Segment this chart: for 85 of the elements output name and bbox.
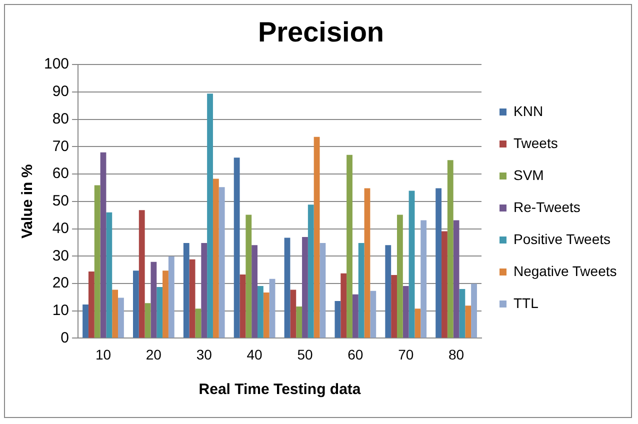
bar bbox=[391, 275, 397, 338]
bar bbox=[340, 273, 347, 338]
bar bbox=[385, 245, 392, 338]
bar bbox=[269, 278, 276, 338]
bar bbox=[346, 154, 352, 338]
bar bbox=[308, 204, 314, 338]
bar bbox=[465, 306, 472, 338]
x-tick-label: 10 bbox=[95, 346, 112, 362]
bar bbox=[82, 304, 88, 338]
bar bbox=[320, 242, 326, 338]
bar bbox=[106, 212, 112, 338]
x-tick-label: 40 bbox=[246, 346, 263, 362]
bar bbox=[168, 256, 174, 338]
y-tick-label: 0 bbox=[60, 329, 70, 346]
y-axis-title: Value in % bbox=[19, 164, 36, 238]
bar bbox=[240, 274, 246, 338]
bar bbox=[258, 286, 264, 338]
legend-label: SVM bbox=[514, 166, 544, 183]
bar bbox=[442, 231, 448, 338]
y-tick-label: 70 bbox=[52, 138, 70, 155]
bar bbox=[189, 259, 196, 338]
legend-label: Positive Tweets bbox=[514, 230, 611, 247]
bar bbox=[195, 308, 202, 338]
bar bbox=[218, 187, 225, 338]
bar bbox=[138, 210, 145, 338]
bar bbox=[447, 160, 454, 338]
bar bbox=[370, 290, 376, 338]
y-tick-label: 90 bbox=[52, 83, 70, 100]
legend-label: TTL bbox=[514, 294, 539, 311]
bar bbox=[133, 270, 139, 338]
legend-label: Re-Tweets bbox=[514, 198, 580, 215]
y-tick-label: 50 bbox=[52, 192, 70, 210]
bar bbox=[201, 242, 208, 338]
y-tick-label: 20 bbox=[52, 274, 70, 292]
x-tick-label: 70 bbox=[398, 346, 414, 362]
chart-title: Precision bbox=[258, 16, 384, 48]
x-tick-label: 20 bbox=[146, 346, 162, 362]
bar bbox=[290, 290, 296, 338]
x-tick-label: 50 bbox=[297, 346, 313, 362]
y-tick-label: 40 bbox=[52, 220, 70, 237]
bar bbox=[252, 245, 258, 338]
y-tick-label: 10 bbox=[52, 302, 70, 319]
legend-label: Negative Tweets bbox=[514, 262, 617, 279]
x-tick-label: 60 bbox=[348, 346, 364, 362]
bar bbox=[246, 214, 252, 338]
bar bbox=[94, 185, 100, 338]
bar bbox=[162, 270, 168, 338]
y-tick-label: 60 bbox=[52, 165, 70, 182]
bar bbox=[436, 188, 442, 338]
bar bbox=[207, 94, 213, 338]
bar bbox=[453, 220, 460, 338]
bar bbox=[112, 290, 118, 338]
bar bbox=[471, 284, 477, 338]
bar bbox=[459, 288, 466, 338]
bar bbox=[364, 188, 370, 338]
bar bbox=[420, 220, 427, 338]
bar bbox=[414, 308, 421, 338]
x-tick-label: 30 bbox=[196, 346, 212, 362]
y-tick-label: 100 bbox=[44, 56, 70, 73]
x-tick-label: 80 bbox=[448, 346, 464, 362]
bar bbox=[263, 292, 270, 338]
bar bbox=[144, 303, 151, 338]
bar bbox=[88, 271, 94, 338]
y-tick-label: 80 bbox=[52, 110, 70, 128]
bar bbox=[284, 238, 290, 338]
bar bbox=[234, 158, 240, 338]
bar bbox=[358, 242, 364, 338]
bar bbox=[150, 262, 157, 338]
bar bbox=[296, 306, 302, 338]
legend-label: KNN bbox=[514, 102, 544, 119]
bar bbox=[183, 242, 190, 338]
bar bbox=[100, 152, 106, 338]
bar bbox=[396, 214, 403, 338]
legend-label: Tweets bbox=[514, 134, 558, 151]
bar bbox=[314, 136, 320, 338]
bar bbox=[352, 294, 358, 338]
bar bbox=[156, 287, 163, 338]
bar bbox=[118, 298, 124, 338]
bar bbox=[302, 236, 308, 338]
bar bbox=[212, 178, 219, 338]
bar bbox=[402, 286, 409, 338]
bar bbox=[408, 190, 415, 338]
bar bbox=[334, 300, 341, 338]
x-axis-title: Real Time Testing data bbox=[198, 381, 362, 398]
y-tick-label: 30 bbox=[52, 247, 70, 264]
